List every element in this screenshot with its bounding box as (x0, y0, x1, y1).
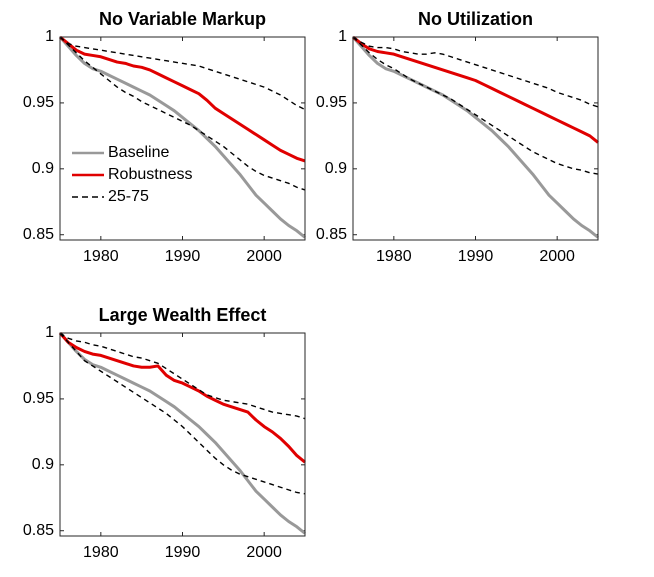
y-tick-label: 0.85 (316, 226, 347, 243)
series-line (352, 35, 599, 144)
series-line (59, 36, 306, 191)
axes-frame (59, 36, 306, 241)
x-tick-label: 2000 (246, 544, 282, 561)
chart-title: No Utilization (418, 9, 533, 29)
y-tick-label: 0.9 (32, 160, 54, 177)
legend-label: 25-75 (108, 188, 149, 205)
series-line (59, 35, 306, 163)
x-tick-label: 1990 (165, 544, 201, 561)
y-tick-label: 1 (45, 28, 54, 45)
y-tick-label: 0.95 (23, 390, 54, 407)
x-tick-label: 1990 (458, 248, 494, 265)
plot-area (353, 37, 598, 240)
series-line (58, 36, 306, 239)
y-tick-label: 0.85 (23, 522, 54, 539)
y-tick-label: 0.85 (23, 226, 54, 243)
y-tick-label: 0.9 (325, 160, 347, 177)
y-tick-label: 0.95 (316, 94, 347, 111)
series-line (351, 36, 599, 239)
x-tick-label: 2000 (539, 248, 575, 265)
x-tick-label: 1980 (376, 248, 412, 265)
y-tick-label: 1 (45, 324, 54, 341)
series-line (59, 36, 306, 111)
x-tick-label: 2000 (246, 248, 282, 265)
plot-area (60, 333, 305, 536)
y-tick-label: 0.95 (23, 94, 54, 111)
chart-title: Large Wealth Effect (99, 305, 267, 325)
axes-frame (352, 36, 599, 241)
y-tick-label: 1 (338, 28, 347, 45)
x-tick-label: 1980 (83, 544, 119, 561)
series-line (352, 36, 599, 175)
x-tick-label: 1980 (83, 248, 119, 265)
legend-label: Baseline (108, 144, 169, 161)
series-line (58, 332, 306, 535)
series-line (59, 332, 306, 420)
chart-title: No Variable Markup (99, 9, 266, 29)
series-line (59, 332, 306, 495)
plot-area (60, 37, 305, 240)
axes-frame (59, 332, 306, 537)
series-line (352, 36, 599, 108)
legend-label: Robustness (108, 166, 193, 183)
series-line (58, 332, 306, 464)
y-tick-label: 0.9 (32, 456, 54, 473)
x-tick-label: 1990 (165, 248, 201, 265)
